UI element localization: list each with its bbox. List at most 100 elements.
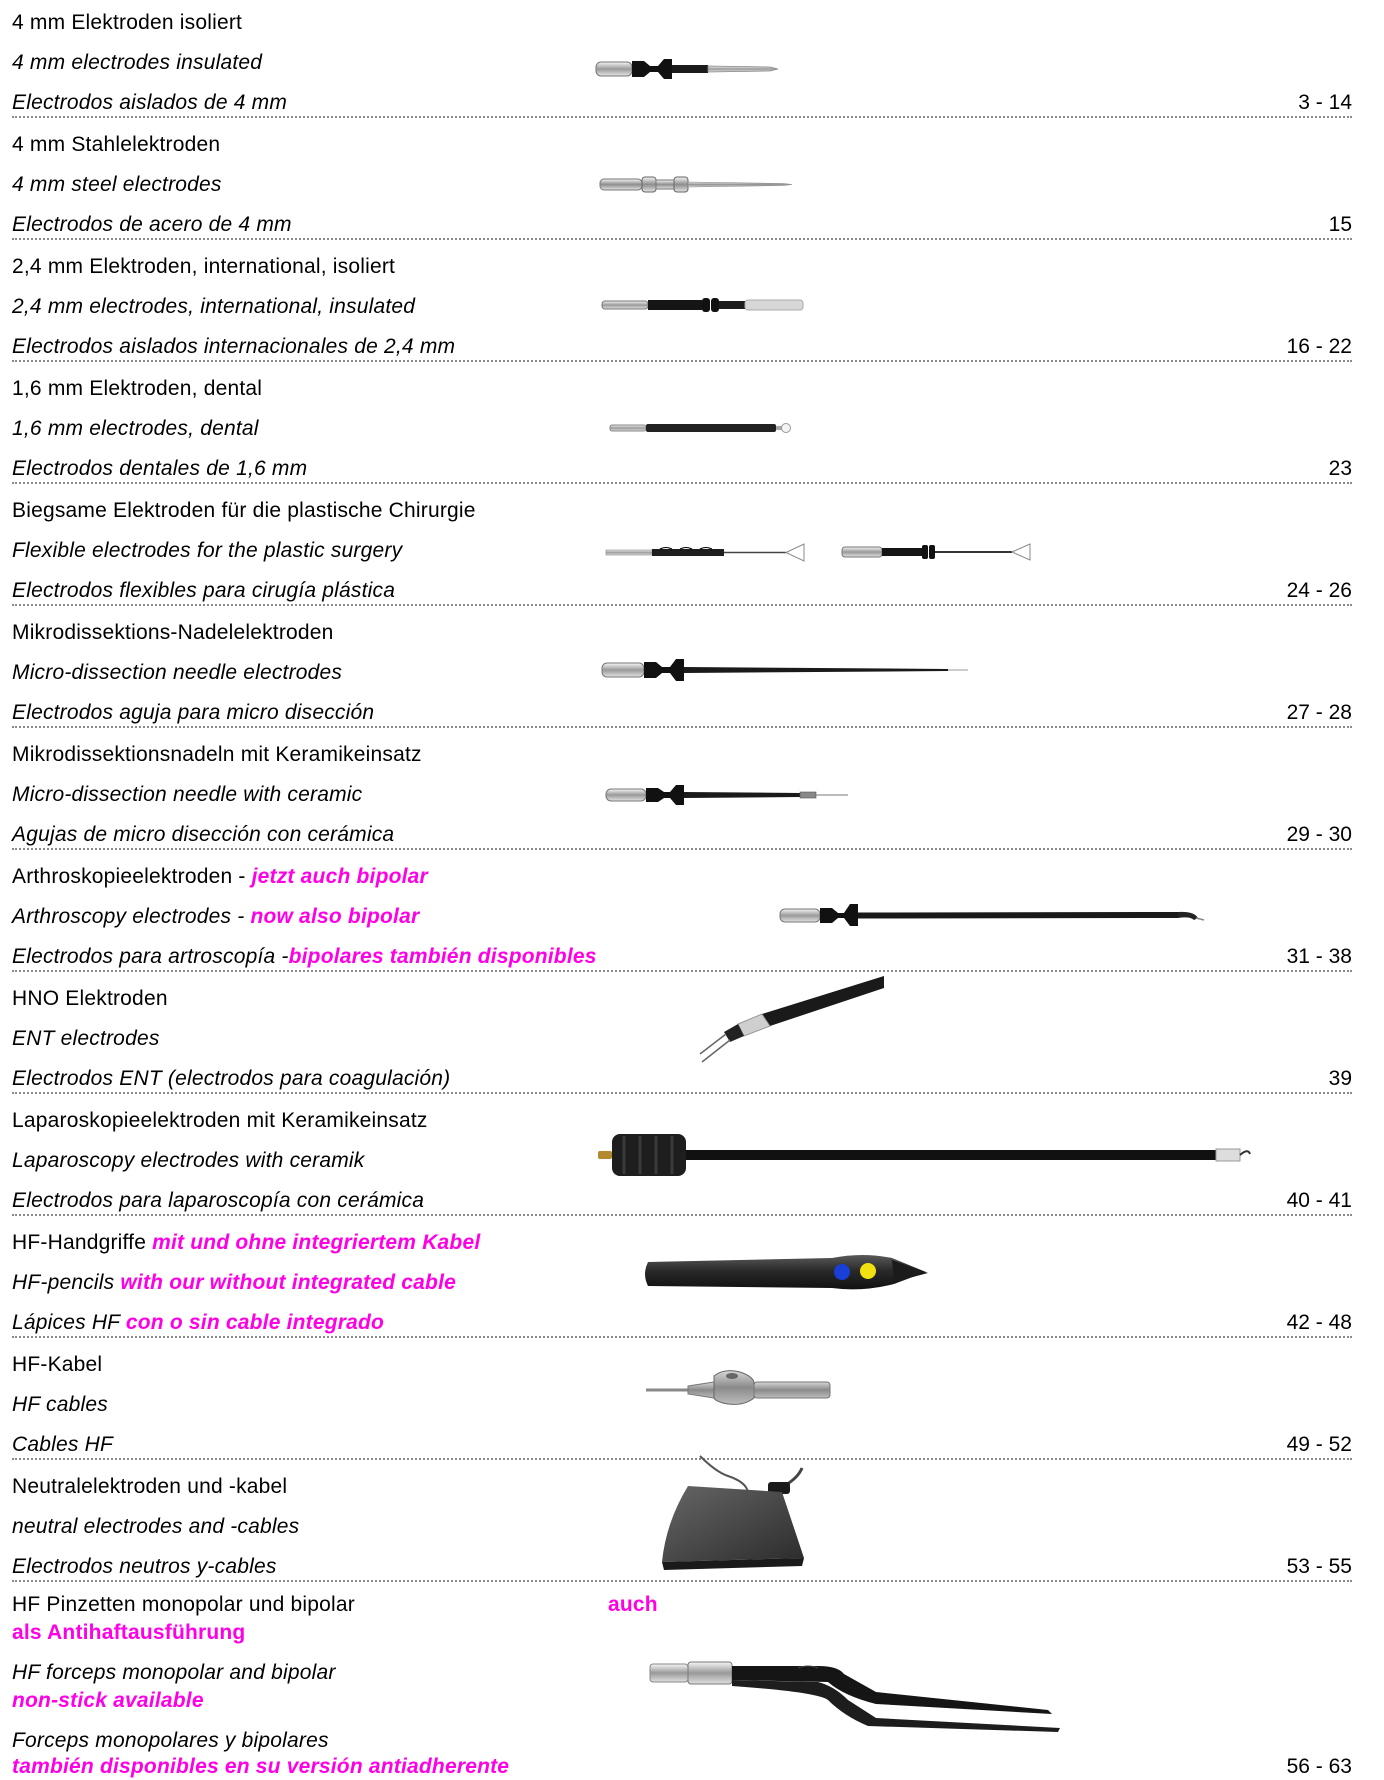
section-neutral-electrodes: Neutralelektroden und -kabel neutral ele… [0,1455,1352,1586]
dotted-rule [12,360,1352,362]
title-en: HF cables [12,1393,108,1416]
title-en: Micro-dissection needle with ceramic [12,783,363,806]
dental-electrode-icon [608,420,792,436]
micro-needle-electrode-icon [600,656,972,684]
section-ent: HNO Elektroden ENT electrodes Electrodos… [0,976,1352,1098]
dotted-rule [12,1092,1352,1094]
title-es: Electrodos aguja para micro disección [12,701,375,724]
title-es: Electrodos neutros y-cables [12,1555,277,1578]
page-range: 40 - 41 [1286,1189,1352,1212]
section-insulated-4mm: 4 mm Elektroden isoliert 4 mm electrodes… [0,0,1352,122]
section-international-2-4mm: 2,4 mm Elektroden, international, isolie… [0,244,1352,366]
highlight: with our without integrated cable [120,1271,456,1294]
section-flexible-plastic-surgery: Biegsame Elektroden für die plastische C… [0,488,1352,610]
title-en: Arthroscopy electrodes - now also bipola… [12,905,420,928]
section-laparoscopy: Laparoskopieelektroden mit Keramikeinsat… [0,1098,1352,1220]
title-en: ENT electrodes [12,1027,160,1050]
title-de: 4 mm Stahlelektroden [12,133,221,156]
highlight: auch [608,1593,658,1616]
section-micro-dissection-needle: Mikrodissektions-Nadelelektroden Micro-d… [0,610,1352,732]
dotted-rule [12,238,1352,240]
title-de: Arthroskopieelektroden - jetzt auch bipo… [12,865,428,888]
title-es: Agujas de micro disección con cerámica [12,823,395,846]
dotted-rule [12,482,1352,484]
title-de: HF-Kabel [12,1353,103,1376]
title-de: Mikrodissektionsnadeln mit Keramikeinsat… [12,743,422,766]
page-range: 27 - 28 [1286,701,1352,724]
bipolar-forceps-icon [648,1652,1062,1742]
title-es: Electrodos para laparoscopía con cerámic… [12,1189,425,1212]
section-hf-forceps: HF Pinzetten monopolar und bipolar auch … [0,1586,1352,1779]
section-hf-cables: HF-Kabel HF cables Cables HF 49 - 52 [0,1342,1352,1464]
laparoscopy-electrode-icon [596,1128,1256,1184]
page-range: 3 - 14 [1298,91,1352,114]
dotted-rule [12,1580,1352,1582]
title-de: HF-Handgriffe mit und ohne integriertem … [12,1231,481,1254]
highlight: mit und ohne integriertem Kabel [152,1231,481,1254]
title-de: Laparoskopieelektroden mit Keramikeinsat… [12,1109,428,1132]
section-arthroscopy: Arthroskopieelektroden - jetzt auch bipo… [0,854,1352,976]
title-de: Neutralelektroden und -kabel [12,1475,288,1498]
dotted-rule [12,1336,1352,1338]
title-es: Electrodos de acero de 4 mm [12,213,292,236]
page-range: 49 - 52 [1286,1433,1352,1456]
ceramic-needle-icon [604,782,850,808]
page-range: 23 [1328,457,1352,480]
title-en: neutral electrodes and -cables [12,1515,300,1538]
page-range: 24 - 26 [1286,579,1352,602]
highlight: non-stick available [12,1689,204,1712]
section-ceramic-needle: Mikrodissektionsnadeln mit Keramikeinsat… [0,732,1352,854]
ent-electrode-icon [698,974,886,1068]
neutral-electrode-icon [656,1452,824,1576]
title-de: 2,4 mm Elektroden, international, isolie… [12,255,396,278]
title-de: 4 mm Elektroden isoliert [12,11,243,34]
title-es: Electrodos dentales de 1,6 mm [12,457,308,480]
title-de: HF Pinzetten monopolar und bipolar [12,1593,355,1616]
title-en: HF forceps monopolar and bipolar [12,1661,336,1684]
title-es: Electrodos aislados de 4 mm [12,91,288,114]
title-es: Electrodos flexibles para cirugía plásti… [12,579,396,602]
page-range: 16 - 22 [1286,335,1352,358]
title-de: 1,6 mm Elektroden, dental [12,377,263,400]
page-range: 31 - 38 [1286,945,1352,968]
page-range: 42 - 48 [1286,1311,1352,1334]
highlight: también disponibles en su versión antiad… [12,1755,510,1778]
page-range: 15 [1328,213,1352,236]
title-es: Cables HF [12,1433,113,1456]
page-range: 56 - 63 [1286,1755,1352,1778]
title-en: 4 mm steel electrodes [12,173,222,196]
section-dental-1-6mm: 1,6 mm Elektroden, dental 1,6 mm electro… [0,366,1352,488]
title-de: Mikrodissektions-Nadelelektroden [12,621,334,644]
dotted-rule [12,1458,1352,1460]
highlight: con o sin cable integrado [125,1311,385,1334]
arthroscopy-electrode-icon [778,900,1210,930]
title-en: HF-pencils with our without integrated c… [12,1271,456,1294]
dotted-rule [12,726,1352,728]
title-es: Lápices HF con o sin cable integrado [12,1311,385,1334]
highlight: jetzt auch bipolar [251,865,428,888]
title-de: HNO Elektroden [12,987,168,1010]
page-range: 29 - 30 [1286,823,1352,846]
highlight: now also bipolar [250,905,420,928]
title-en: Laparoscopy electrodes with ceramik [12,1149,365,1172]
dotted-rule [12,1214,1352,1216]
section-hf-pencils: HF-Handgriffe mit und ohne integriertem … [0,1220,1352,1342]
international-electrode-icon [600,294,806,316]
dotted-rule [12,970,1352,972]
title-en: 4 mm electrodes insulated [12,51,263,74]
hf-cable-icon [644,1362,834,1416]
title-de: Biegsame Elektroden für die plastische C… [12,499,476,522]
dotted-rule [12,116,1352,118]
title-en: Flexible electrodes for the plastic surg… [12,539,403,562]
flexible-electrode-icon [604,540,1044,564]
page-range: 39 [1328,1067,1352,1090]
title-es: Electrodos para artroscopía -bipolares t… [12,945,597,968]
highlight: als Antihaftausführung [12,1621,246,1644]
title-es: Electrodos aislados internacionales de 2… [12,335,456,358]
insulated-electrode-icon [594,56,780,82]
title-es: Forceps monopolares y bipolares [12,1729,329,1752]
highlight: bipolares también disponibles [288,945,597,968]
page-range: 53 - 55 [1286,1555,1352,1578]
dotted-rule [12,848,1352,850]
